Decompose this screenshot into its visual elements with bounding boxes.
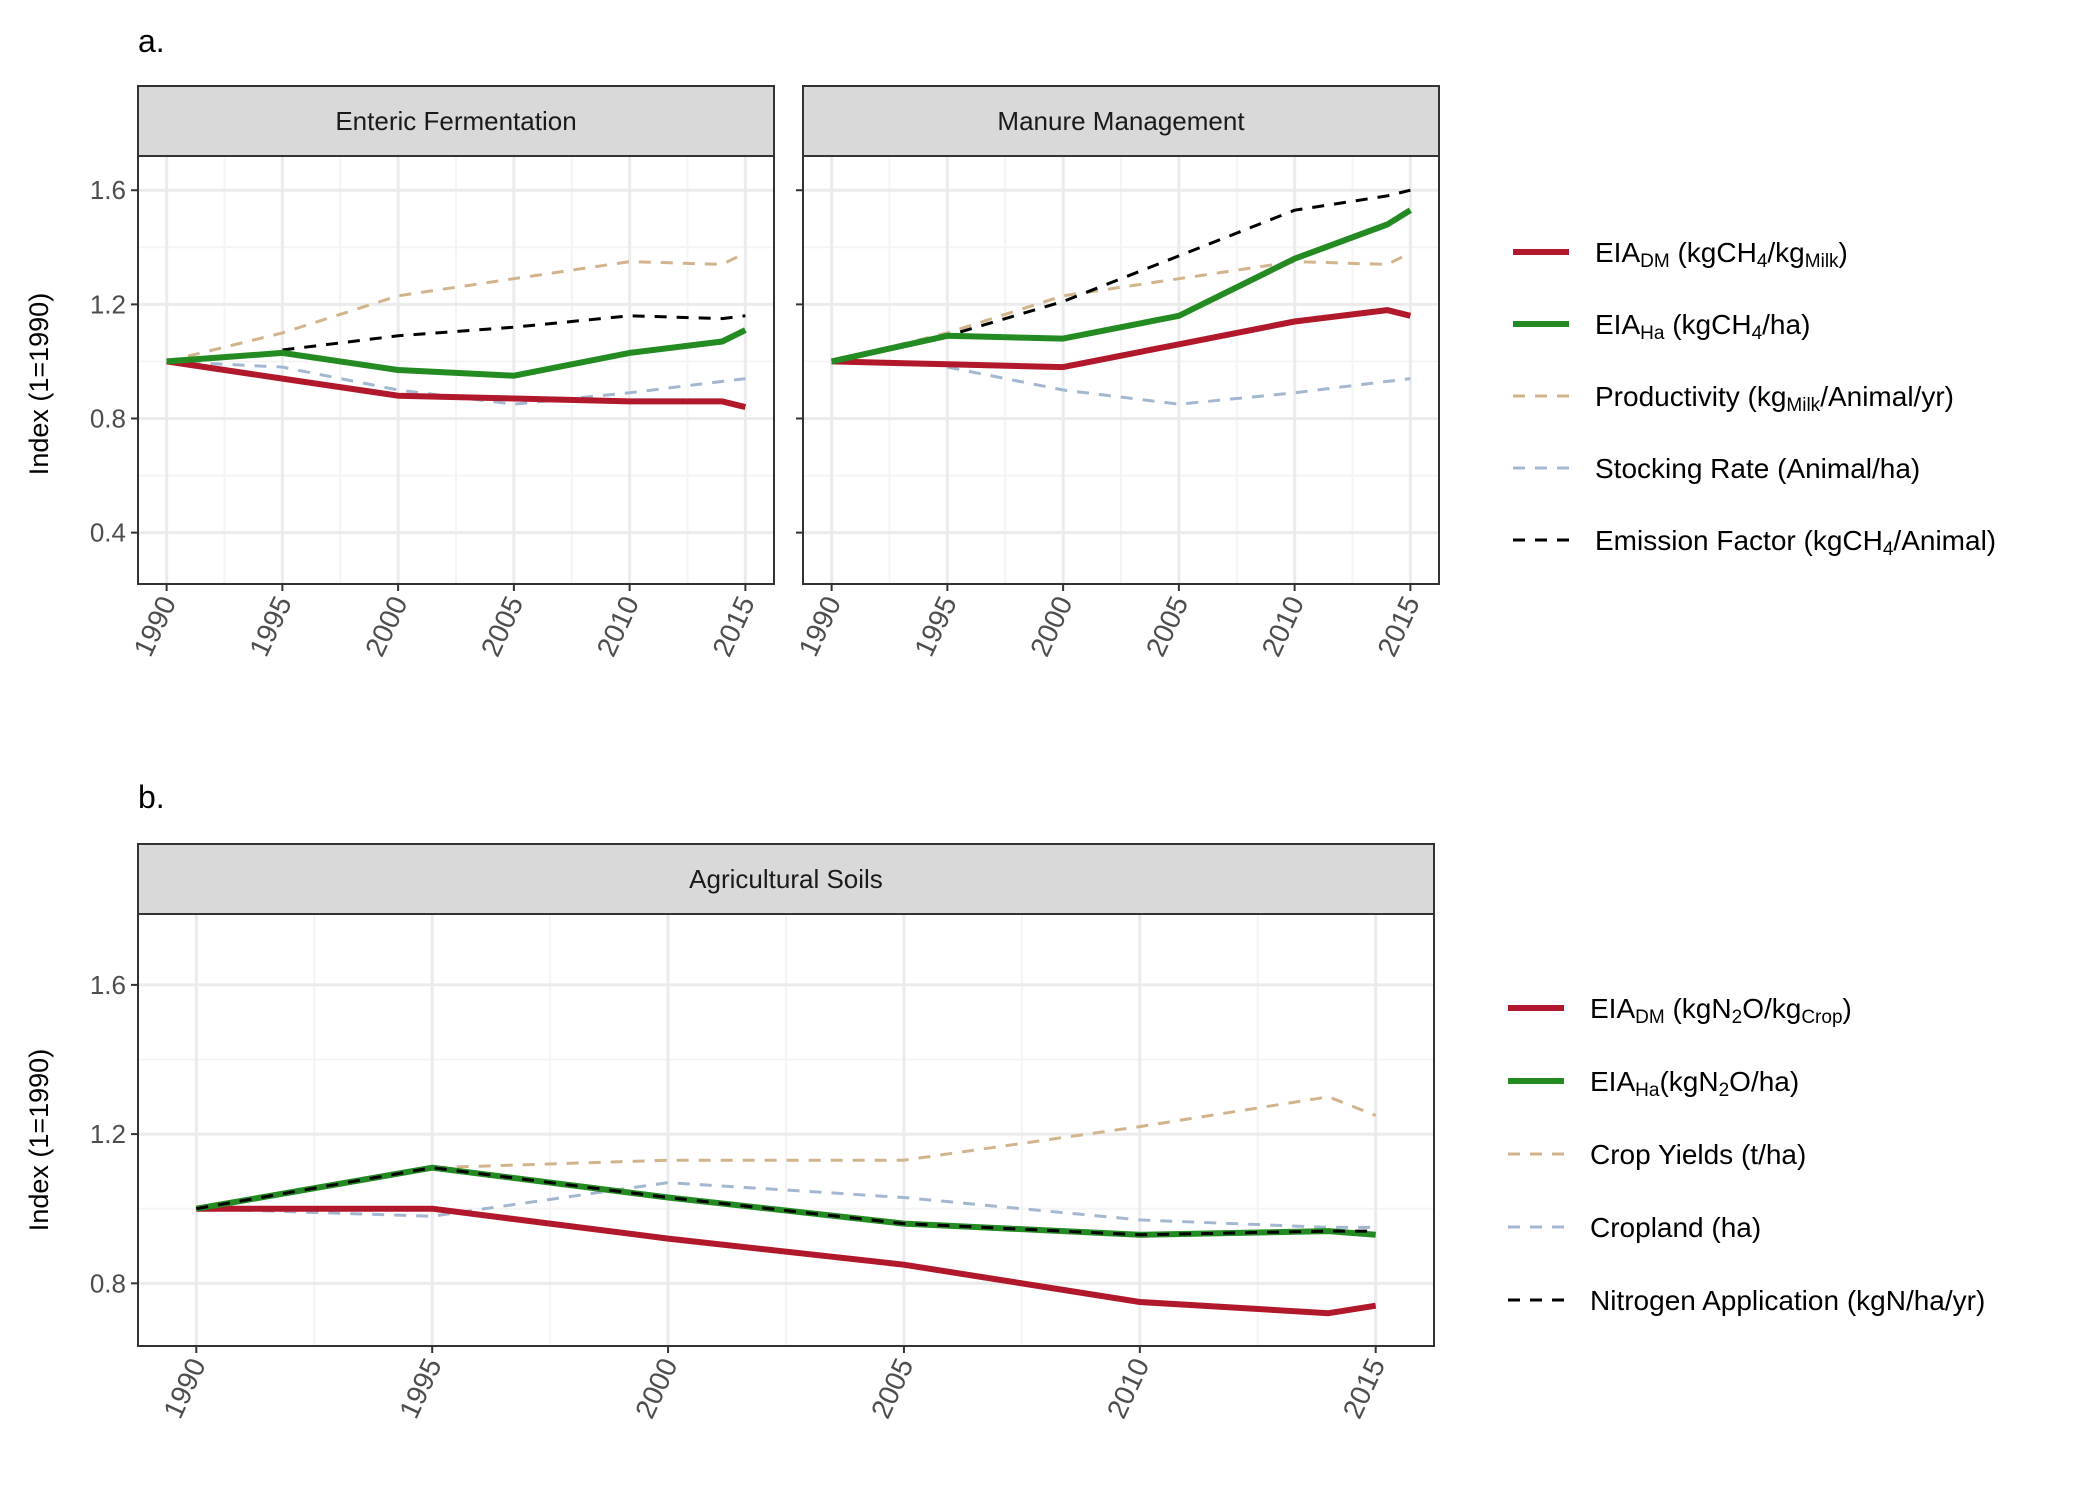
facet-strip-manure [802, 85, 1440, 157]
series-line-stocking [166, 359, 746, 406]
panel-b-y-axis-title: Index (1=1990) [24, 1049, 54, 1231]
series-line-stocking [196, 1181, 1376, 1229]
series-line-productivity [166, 251, 747, 363]
x-tick-label: 2000 [1024, 591, 1078, 661]
x-tick-label: 2010 [1256, 591, 1310, 661]
legend-b: EIADM (kgN2O/kgCrop) EIAHa(kgN2O/ha) Crop … [1508, 993, 1985, 1316]
legend-label-emission: Nitrogen Application (kgN/ha/yr) [1590, 1285, 1985, 1316]
y-tick-label: 1.6 [90, 970, 126, 1000]
panel-enteric: Enteric Fermentation 0.4 0.8 1.2 1.6 1990 1995… [90, 85, 775, 661]
legend-label-productivity: Productivity (kgMilk/Animal/yr) [1595, 381, 1954, 416]
panel-b-label: b. [138, 779, 165, 815]
facet-title-soils: Agricultural Soils [689, 864, 883, 894]
legend-a: EIADM (kgCH4/kgMilk) EIAHa (kgCH4/ha) Prod… [1513, 237, 1996, 560]
series-line-eia_dm [166, 358, 747, 411]
facet-strip-soils [137, 843, 1435, 915]
legend-label-productivity: Crop Yields (t/ha) [1590, 1139, 1806, 1170]
y-tick-label: 1.2 [90, 289, 126, 319]
legend-label-eia_dm: EIADM (kgN2O/kgCrop) [1590, 993, 1852, 1028]
x-tick-label: 2010 [591, 591, 645, 661]
x-tick-label: 2015 [706, 591, 760, 661]
panel-a-y-axis-title: Index (1=1990) [24, 293, 54, 475]
x-tick-label: 1990 [128, 591, 182, 661]
plot-border-enteric [137, 155, 775, 585]
x-tick-label: 2000 [359, 591, 413, 661]
series-line-eia_ha [166, 327, 747, 379]
facet-title-manure: Manure Management [997, 106, 1245, 136]
chart-panels: Enteric Fermentation 0.4 0.8 1.2 1.6 1990 1995… [90, 85, 1440, 1423]
legend-label-stocking: Stocking Rate (Animal/ha) [1595, 453, 1920, 484]
plot-border-manure [802, 155, 1440, 585]
y-tick-label: 1.2 [90, 1119, 126, 1149]
x-tick-label: 1990 [157, 1353, 211, 1423]
series-line-emission [282, 314, 746, 352]
x-tick-label: 2015 [1337, 1353, 1391, 1423]
x-tick-label: 1995 [908, 591, 962, 661]
series-line-emission [196, 1166, 1376, 1237]
x-tick-label: 2000 [629, 1353, 683, 1423]
series-line-eia_ha [830, 207, 1412, 365]
legends: EIADM (kgCH4/kgMilk) EIAHa (kgCH4/ha) Prod… [1508, 237, 1996, 1316]
facet-strip-enteric [137, 85, 775, 157]
x-tick-label: 2015 [1371, 591, 1425, 661]
legend-label-emission: Emission Factor (kgCH4/Animal) [1595, 525, 1996, 560]
plot-border-soils [137, 913, 1435, 1347]
y-tick-label: 0.8 [90, 1268, 126, 1298]
series-line-eia_dm [831, 307, 1412, 371]
x-tick-label: 2005 [1140, 591, 1194, 661]
y-tick-label: 0.4 [90, 518, 126, 548]
legend-label-eia_dm: EIADM (kgCH4/kgMilk) [1595, 237, 1848, 272]
x-tick-label: 2010 [1101, 1353, 1155, 1423]
legend-label-eia_ha: EIAHa (kgCH4/ha) [1595, 309, 1810, 344]
x-tick-label: 1995 [243, 591, 297, 661]
x-tick-label: 2005 [865, 1353, 919, 1423]
panel-a-label: a. [138, 23, 165, 59]
x-tick-label: 2005 [475, 591, 529, 661]
series-line-productivity [196, 1095, 1377, 1211]
x-tick-label: 1990 [793, 591, 847, 661]
legend-label-eia_ha: EIAHa(kgN2O/ha) [1590, 1066, 1799, 1101]
x-tick-label: 1995 [393, 1353, 447, 1423]
legend-label-stocking: Cropland (ha) [1590, 1212, 1761, 1243]
series-line-eia_dm [196, 1205, 1377, 1317]
y-tick-label: 1.6 [90, 175, 126, 205]
y-tick-label: 0.8 [90, 404, 126, 434]
facet-title-enteric: Enteric Fermentation [335, 106, 576, 136]
series-line-stocking [947, 365, 1411, 406]
panel-manure: Manure Management 1990 1995 2000 2005 2010 201… [793, 85, 1440, 661]
panel-soils: Agricultural Soils 0.8 1.2 1.6 1990 1995 2000 2… [90, 843, 1435, 1423]
